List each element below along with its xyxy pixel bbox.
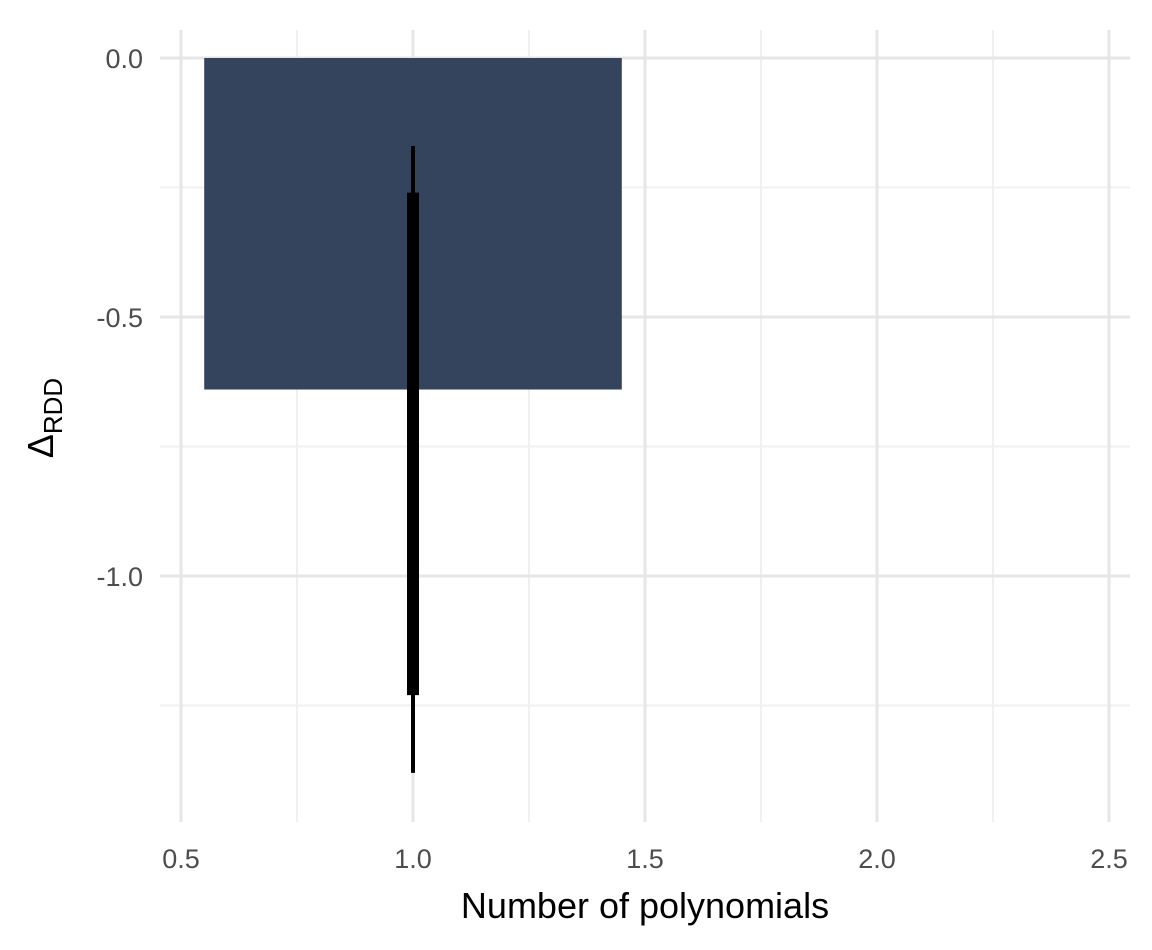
x-tick-labels: 0.5 1.0 1.5 2.0 2.5 <box>162 844 1128 874</box>
y-axis-title: ΔRDD <box>20 378 68 458</box>
y-tick-label: -0.5 <box>96 303 143 333</box>
x-tick-label: 2.5 <box>1090 844 1128 874</box>
x-tick-label: 2.0 <box>858 844 896 874</box>
y-tick-label: -1.0 <box>96 562 143 592</box>
y-tick-label: 0.0 <box>105 44 143 74</box>
y-tick-labels: 0.0 -0.5 -1.0 <box>96 44 143 592</box>
x-tick-label: 1.0 <box>394 844 432 874</box>
x-tick-label: 1.5 <box>626 844 664 874</box>
y-axis-title-subscript: RDD <box>38 378 68 434</box>
x-axis-title: Number of polynomials <box>461 885 829 926</box>
y-axis-title-symbol: Δ <box>20 434 61 458</box>
x-tick-label: 0.5 <box>162 844 200 874</box>
